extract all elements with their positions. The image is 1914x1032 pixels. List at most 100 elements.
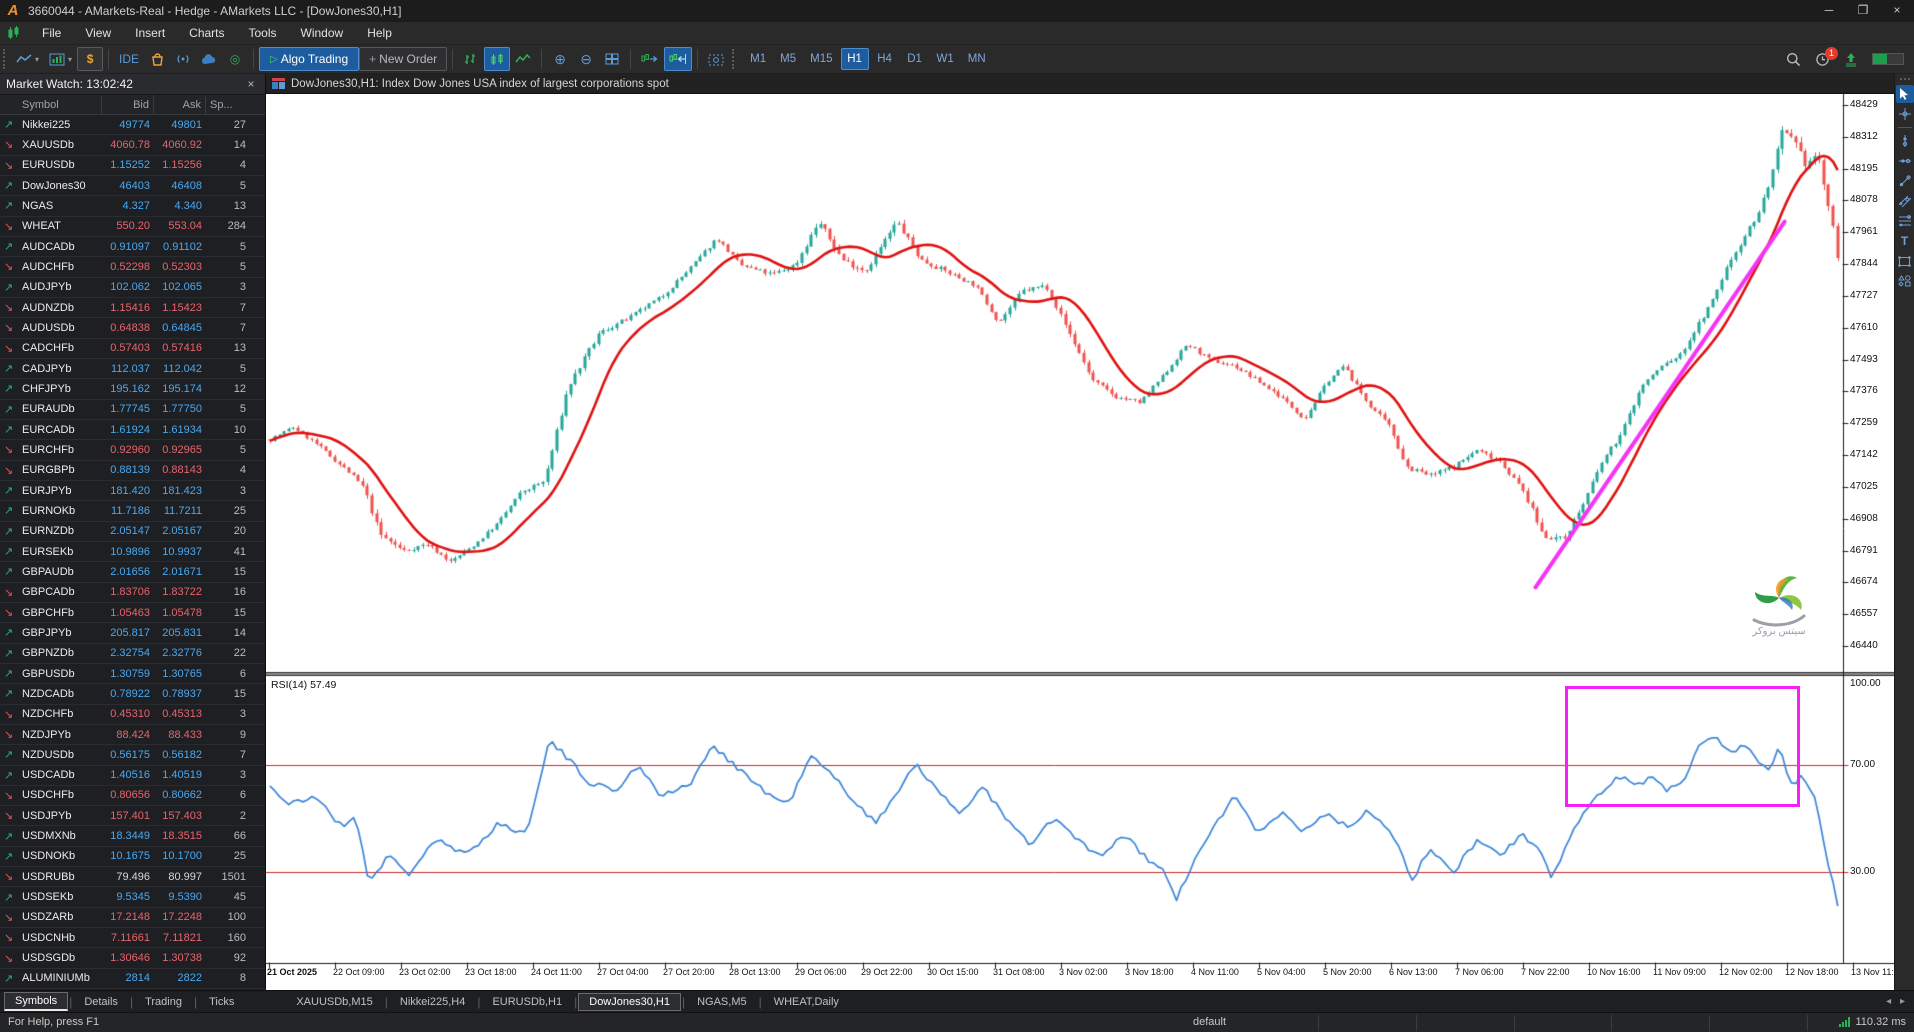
search-icon[interactable] [1786,52,1801,67]
notifications-icon[interactable]: 1 [1815,46,1838,67]
table-row[interactable]: ↘ USDSGDb 1.30646 1.30738 92 [0,948,265,969]
table-row[interactable]: ↗ EURAUDb 1.77745 1.77750 5 [0,400,265,420]
shapes-tool-icon[interactable] [1896,272,1914,290]
table-row[interactable]: ↗ EURNOKb 11.7186 11.7211 25 [0,501,265,522]
table-row[interactable]: ↗ NGAS 4.327 4.340 13 [0,196,265,217]
algo-trading-button[interactable]: ▷ Algo Trading [259,47,360,71]
column-bid[interactable]: Bid [102,95,154,114]
chart-tab-wheat-daily[interactable]: WHEAT,Daily [773,995,839,1008]
bar-chart-icon[interactable] [458,47,484,71]
table-row[interactable]: ↗ CADJPYb 112.037 112.042 5 [0,359,265,380]
table-row[interactable]: ↗ USDMXNb 18.3449 18.3515 66 [0,826,265,847]
chart-tab-xauusdb-m15[interactable]: XAUUSDb,M15 [296,995,373,1008]
chart-type-dropdown-icon[interactable]: ▾ [11,47,44,71]
table-row[interactable]: ↗ ALUMINIUMb 2814 2822 8 [0,969,265,990]
snapshot-icon[interactable] [703,47,729,71]
menu-item-file[interactable]: File [42,26,62,40]
timeframe-m15-button[interactable]: M15 [810,53,833,65]
ide-icon[interactable]: IDE [119,52,140,66]
timeframe-m1-button[interactable]: M1 [750,53,767,65]
community-icon[interactable]: ◎ [229,52,241,66]
chart-tab-eurusdb-h1[interactable]: EURUSDb,H1 [492,995,563,1008]
chart-tab-nikkei225-h4[interactable]: Nikkei225,H4 [399,995,466,1008]
table-row[interactable]: ↘ WHEAT 550.20 553.04 284 [0,217,265,237]
menu-item-insert[interactable]: Insert [135,26,166,40]
table-row[interactable]: ↘ GBPCADb 1.83706 1.83722 16 [0,583,265,603]
toolbar-grip[interactable] [3,49,8,69]
table-row[interactable]: ↗ EURSEKb 10.9896 10.9937 41 [0,542,265,563]
chart-tab-dowjones30-h1[interactable]: DowJones30,H1 [578,992,681,1011]
horizontal-line-tool-icon[interactable] [1896,152,1914,170]
vertical-line-tool-icon[interactable] [1896,132,1914,150]
table-row[interactable]: ↘ EURCHFb 0.92960 0.92965 5 [0,440,265,461]
trendline-tool-icon[interactable] [1896,172,1914,190]
status-profile[interactable]: default [1193,1016,1227,1028]
timeframe-m5-button[interactable]: M5 [780,53,797,65]
table-row[interactable]: ↗ EURJPYb 181.420 181.423 3 [0,481,265,502]
table-row[interactable]: ↗ USDSEKb 9.5345 9.5390 45 [0,887,265,908]
table-row[interactable]: ↘ USDZARb 17.2148 17.2248 100 [0,908,265,929]
rsi-highlight-rectangle[interactable] [1565,686,1801,807]
tab-scroll-arrows[interactable]: ◂ ▸ [1886,996,1908,1007]
menu-item-window[interactable]: Window [300,26,344,40]
zoom-in-icon[interactable]: ⊕ [554,50,567,67]
close-button[interactable]: × [1893,3,1901,17]
chart-tab-ngas-m5[interactable]: NGAS,M5 [697,995,747,1008]
table-row[interactable]: ↗ NZDUSDb 0.56175 0.56182 7 [0,745,265,766]
table-row[interactable]: ↘ AUDUSDb 0.64838 0.64845 7 [0,318,265,339]
zoom-out-icon[interactable]: ⊖ [580,50,593,67]
market-watch-tab-ticks[interactable]: Ticks [209,995,235,1008]
candlestick-chart-icon[interactable] [484,47,511,71]
cloud-icon[interactable] [196,47,222,71]
table-row[interactable]: ↘ USDRUBb 79.496 80.997 1501 [0,867,265,888]
timeframe-h4-button[interactable]: H4 [877,53,892,65]
new-order-button[interactable]: + New Order [359,47,448,71]
table-row[interactable]: ↗ GBPAUDb 2.01656 2.01671 15 [0,562,265,583]
market-watch-tab-symbols[interactable]: Symbols [4,992,69,1011]
table-row[interactable]: ↗ Nikkei225 49774 49801 27 [0,115,265,136]
drawing-toolbar-grip[interactable] [1899,78,1910,80]
signals-icon[interactable] [170,47,196,71]
table-row[interactable]: ↘ AUDNZDb 1.15416 1.15423 7 [0,298,265,319]
table-row[interactable]: ↗ DowJones30 46403 46408 5 [0,176,265,197]
auto-scroll-icon[interactable] [664,47,693,71]
timeframe-w1-button[interactable]: W1 [936,53,954,65]
table-row[interactable]: ↗ EURNZDb 2.05147 2.05167 20 [0,522,265,542]
market-watch-tab-details[interactable]: Details [84,995,118,1008]
table-row[interactable]: ↗ USDNOKb 10.1675 10.1700 25 [0,847,265,868]
timeframe-mn-button[interactable]: MN [967,53,986,65]
minimize-button[interactable]: ─ [1824,3,1834,17]
market-watch-tab-trading[interactable]: Trading [145,995,182,1008]
menu-item-charts[interactable]: Charts [189,26,225,40]
menu-item-view[interactable]: View [85,26,112,40]
table-row[interactable]: ↗ GBPUSDb 1.30759 1.30765 6 [0,664,265,685]
market-icon[interactable] [144,47,170,71]
channel-tool-icon[interactable] [1896,192,1914,210]
line-chart-icon[interactable] [510,47,536,71]
column-spread[interactable]: Sp... [210,98,233,111]
table-row[interactable]: ↘ CADCHFb 0.57403 0.57416 13 [0,339,265,359]
cursor-tool-icon[interactable] [1895,85,1914,103]
table-row[interactable]: ↗ USDCADb 1.40516 1.40519 3 [0,766,265,786]
table-row[interactable]: ↗ EURCADb 1.61924 1.61934 10 [0,420,265,441]
table-row[interactable]: ↘ NZDCHFb 0.45310 0.45313 3 [0,705,265,725]
menu-item-tools[interactable]: Tools [248,26,277,40]
table-row[interactable]: ↗ GBPJPYb 205.817 205.831 14 [0,623,265,644]
crosshair-tool-icon[interactable] [1896,105,1914,123]
table-row[interactable]: ↘ USDCHFb 0.80656 0.80662 6 [0,786,265,807]
timeframe-h1-button[interactable]: H1 [840,48,869,70]
text-tool-icon[interactable]: T [1900,234,1909,248]
table-row[interactable]: ↗ CHFJPYb 195.162 195.174 12 [0,379,265,400]
menu-item-help[interactable]: Help [367,26,392,40]
table-row[interactable]: ↘ AUDCHFb 0.52298 0.52303 5 [0,257,265,278]
table-row[interactable]: ↗ AUDJPYb 102.062 102.065 3 [0,278,265,298]
table-row[interactable]: ↘ EURGBPb 0.88139 0.88143 4 [0,461,265,481]
updates-icon[interactable] [1844,52,1858,67]
timeframe-d1-button[interactable]: D1 [907,53,922,65]
fibonacci-tool-icon[interactable] [1896,212,1914,230]
table-row[interactable]: ↘ USDCNHb 7.11661 7.11821 160 [0,928,265,949]
deposit-dollar-icon[interactable]: $ [77,47,104,71]
table-row[interactable]: ↗ AUDCADb 0.91097 0.91102 5 [0,237,265,258]
table-row[interactable]: ↘ GBPCHFb 1.05463 1.05478 15 [0,603,265,624]
table-row[interactable]: ↘ EURUSDb 1.15252 1.15256 4 [0,156,265,176]
